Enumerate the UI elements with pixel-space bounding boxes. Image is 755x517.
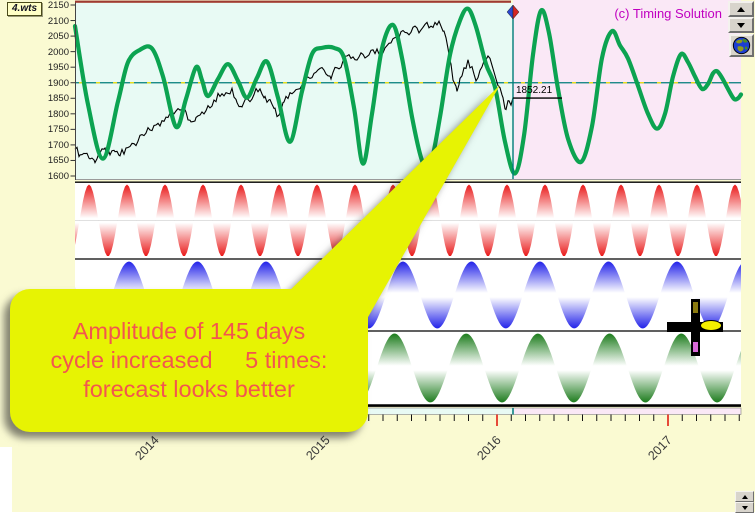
callout-line-1: Amplitude of 145 days (72, 317, 306, 344)
globe-icon (732, 36, 751, 55)
crosshair-pink-mark (692, 342, 698, 352)
up-arrow-icon (737, 6, 745, 12)
y-axis-tick-label: 1700 (47, 139, 69, 151)
y-axis-tick-label: 1850 (47, 93, 69, 105)
scroll-down-button-bottom[interactable] (735, 502, 754, 513)
crosshair-yellow-dish (700, 320, 722, 331)
crosshair-olive-mark (692, 302, 698, 313)
callout-line-3: forecast looks better (83, 376, 295, 403)
y-axis-tick-label: 1950 (47, 62, 69, 74)
globe-button[interactable] (729, 34, 754, 57)
y-axis-tick-label: 1900 (47, 77, 69, 89)
worksheet-tab-label[interactable]: 4.wts (7, 2, 43, 16)
y-axis-tick-label: 1800 (47, 108, 69, 120)
canvas-margin-bottom (0, 512, 755, 517)
copyright-text: (c) Timing Solution (614, 6, 722, 21)
callout-line-2: cycle increased 5 times: (50, 346, 328, 373)
y-axis-tick-label: 2100 (47, 15, 69, 27)
callout-bubble-shape (10, 85, 500, 432)
y-axis-tick-label: 1750 (47, 124, 69, 136)
scroll-down-button-top[interactable] (728, 17, 754, 33)
scroll-up-button-top[interactable] (728, 1, 754, 17)
down-arrow-icon (741, 505, 748, 510)
scroll-up-button-bottom[interactable] (735, 491, 754, 502)
y-axis-tick-label: 1650 (47, 155, 69, 167)
down-arrow-icon (737, 22, 745, 28)
y-axis-tick-label: 2000 (47, 46, 69, 58)
callout-tail (280, 85, 500, 340)
canvas-margin-left (0, 447, 12, 517)
crosshair-horizontal-bar (667, 322, 723, 332)
y-axis-tick-label: 1600 (47, 171, 69, 182)
y-axis-tick-label: 2050 (47, 31, 69, 43)
callout-annotation[interactable]: Amplitude of 145 days cycle increased 5 … (10, 289, 368, 432)
callout-box (10, 289, 368, 432)
last-price-label: 1852.21 (516, 85, 553, 96)
up-arrow-icon (741, 494, 748, 499)
y-axis-tick-label: 2150 (47, 0, 69, 11)
